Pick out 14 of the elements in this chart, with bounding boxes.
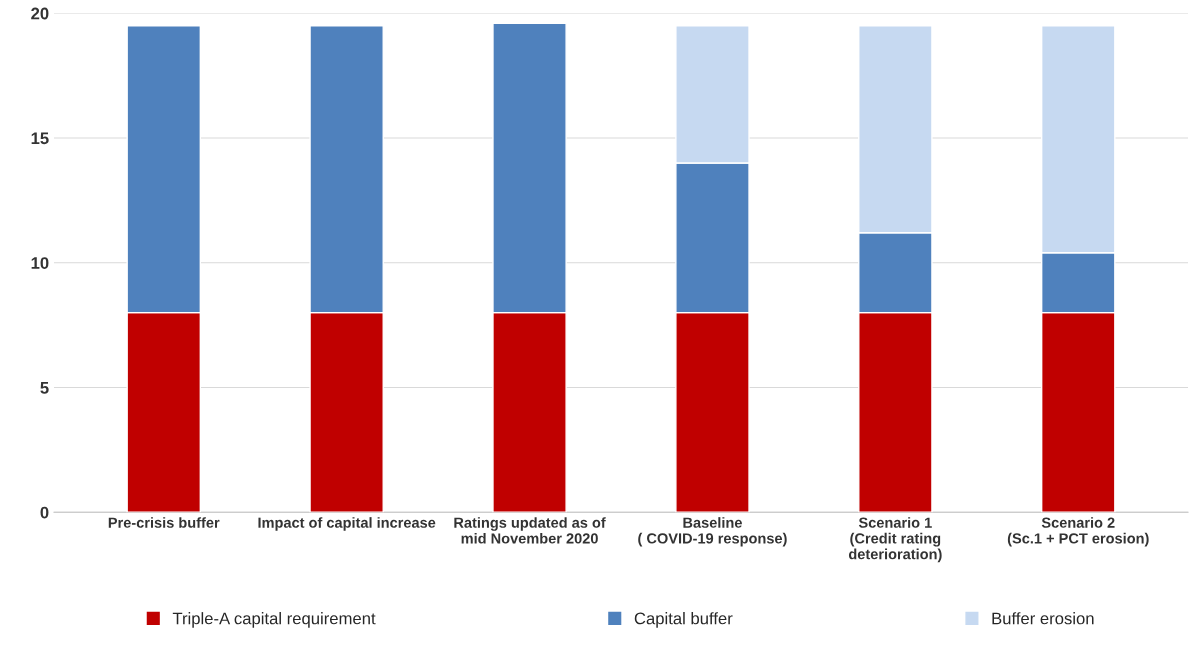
y-tick-label: 0 <box>40 506 49 519</box>
legend-label: Triple-A capital requirement <box>172 612 376 628</box>
y-tick-label: 20 <box>31 7 49 20</box>
x-tick-label: Impact of capital increase <box>258 517 436 531</box>
x-tick-label: Pre-crisis buffer <box>108 517 220 528</box>
legend-label: Buffer erosion <box>992 612 1094 625</box>
x-tick-label: Baseline ( COVID-19 response) <box>638 517 787 547</box>
x-tick-label: Ratings updated as of mid November 2020 <box>454 517 606 544</box>
y-tick-label: 15 <box>31 132 49 145</box>
y-tick-label: 5 <box>40 382 49 394</box>
legend-label: Capital buffer <box>634 612 733 628</box>
x-tick-label: Scenario 2 (Sc.1 + PCT erosion) <box>1007 517 1149 547</box>
y-tick-label: 10 <box>31 257 49 269</box>
x-tick-label: Scenario 1 (Credit rating deterioration) <box>848 517 942 563</box>
